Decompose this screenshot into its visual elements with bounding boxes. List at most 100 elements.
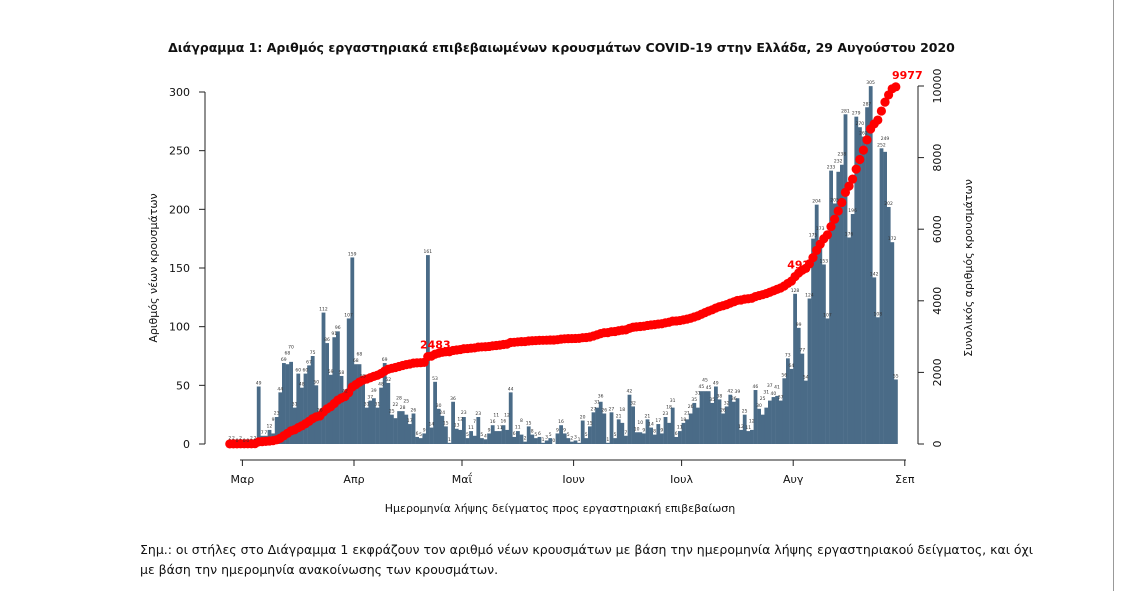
bar-label: 26	[317, 407, 323, 413]
bar	[303, 373, 308, 444]
bar	[796, 327, 801, 444]
bar-label: 12	[504, 412, 510, 418]
bar-label: 45	[699, 384, 705, 390]
bar-label: 12	[457, 416, 463, 422]
bar-label: 77	[799, 348, 805, 354]
cumulative-point	[837, 197, 847, 208]
bar-label: 159	[348, 251, 357, 257]
bar-label: 0	[236, 438, 239, 444]
bar-label: 48	[378, 382, 384, 388]
bar	[386, 382, 391, 444]
bar	[325, 343, 329, 444]
bar	[624, 435, 628, 444]
x-tick-label: Ιουλ	[670, 473, 693, 486]
bar	[782, 378, 787, 444]
bar	[566, 438, 571, 444]
bar-label: 40	[771, 391, 777, 397]
bar	[354, 364, 358, 444]
bar-label: 25	[403, 399, 409, 405]
bar	[735, 398, 740, 444]
bar	[274, 417, 279, 444]
bar	[426, 255, 430, 444]
bar	[400, 411, 405, 444]
bar	[310, 356, 315, 444]
cumulative-point	[822, 230, 833, 240]
bar	[879, 148, 884, 444]
bar-label: 31	[763, 390, 769, 396]
bar-label: 5	[534, 432, 537, 438]
y-right-tick-label: 2000	[931, 358, 944, 386]
bar	[494, 431, 499, 444]
bar-label: 23	[274, 411, 280, 417]
bar	[350, 257, 355, 444]
bar-label: 17	[655, 418, 661, 424]
bar	[429, 427, 434, 444]
bar	[696, 407, 700, 444]
x-axis-label: Ημερομηνία λήψης δείγματος προς εργαστηρ…	[385, 502, 736, 515]
bar	[555, 433, 560, 444]
bar	[418, 438, 423, 444]
bar-label: 2	[570, 436, 573, 442]
bar	[890, 242, 895, 444]
bar-label: 305	[866, 80, 875, 86]
bar-label: 38	[717, 393, 723, 399]
bar-label: 11	[493, 413, 499, 419]
chart-title: Διάγραμμα 1: Αριθμός εργαστηριακά επιβεβ…	[168, 40, 955, 55]
bar-label: 6	[538, 431, 541, 437]
x-tick-label: Μαΐ	[452, 472, 473, 486]
bar	[472, 435, 477, 444]
bar-label: 67	[306, 359, 312, 365]
bar-label: 7	[624, 430, 627, 436]
bar	[296, 373, 301, 444]
bar-label: 26	[688, 404, 694, 410]
bar-label: 27	[591, 406, 597, 412]
bar	[609, 412, 614, 444]
bar-label: 3	[545, 434, 548, 440]
bar	[847, 237, 851, 444]
bar-label: 5	[614, 432, 617, 438]
bar-label: 0	[246, 438, 249, 444]
bar-label: 124	[805, 293, 814, 299]
bar	[724, 406, 729, 444]
bar-label: 10	[634, 426, 640, 432]
bar	[746, 431, 751, 444]
bar-label: 68	[353, 358, 359, 364]
bar-label: 59	[328, 369, 334, 375]
bar-label: 37	[367, 395, 373, 401]
bar	[404, 414, 409, 444]
x-tick-label: Σεπ	[895, 473, 915, 486]
bar	[865, 107, 869, 445]
y-right-tick-label: 8000	[931, 144, 944, 172]
bar-label: 14	[429, 422, 435, 428]
bar	[487, 433, 491, 444]
bar-label: 49	[713, 381, 719, 387]
bar	[382, 363, 387, 444]
bar-label: 9	[272, 417, 275, 423]
bar-label: 9	[488, 427, 491, 433]
page-edge	[1113, 0, 1114, 591]
bar-label: 5	[466, 432, 469, 438]
bar-label: 287	[863, 101, 872, 107]
bar	[829, 170, 833, 444]
bar-label: 37	[767, 383, 773, 389]
bar	[584, 438, 589, 444]
bar-label: 32	[630, 400, 636, 406]
bar-label: 1	[448, 437, 451, 443]
bar-label: 281	[841, 108, 850, 114]
bar-label: 172	[888, 236, 897, 242]
bar	[436, 408, 441, 444]
bar-label: 153	[820, 258, 829, 264]
bar	[422, 433, 427, 444]
bar-label: 10	[637, 420, 643, 426]
bar-label: 161	[424, 249, 433, 255]
bar-label: 17	[407, 418, 413, 424]
bar	[282, 363, 286, 444]
cumulative-point	[826, 221, 836, 232]
bar-label: 270	[856, 121, 865, 127]
bar	[415, 436, 419, 444]
bar-label: 25	[742, 409, 748, 415]
bar	[598, 401, 603, 444]
bar-label: 32	[724, 400, 730, 406]
bar-label: 25	[389, 409, 395, 415]
bar-label: 44	[508, 386, 514, 392]
